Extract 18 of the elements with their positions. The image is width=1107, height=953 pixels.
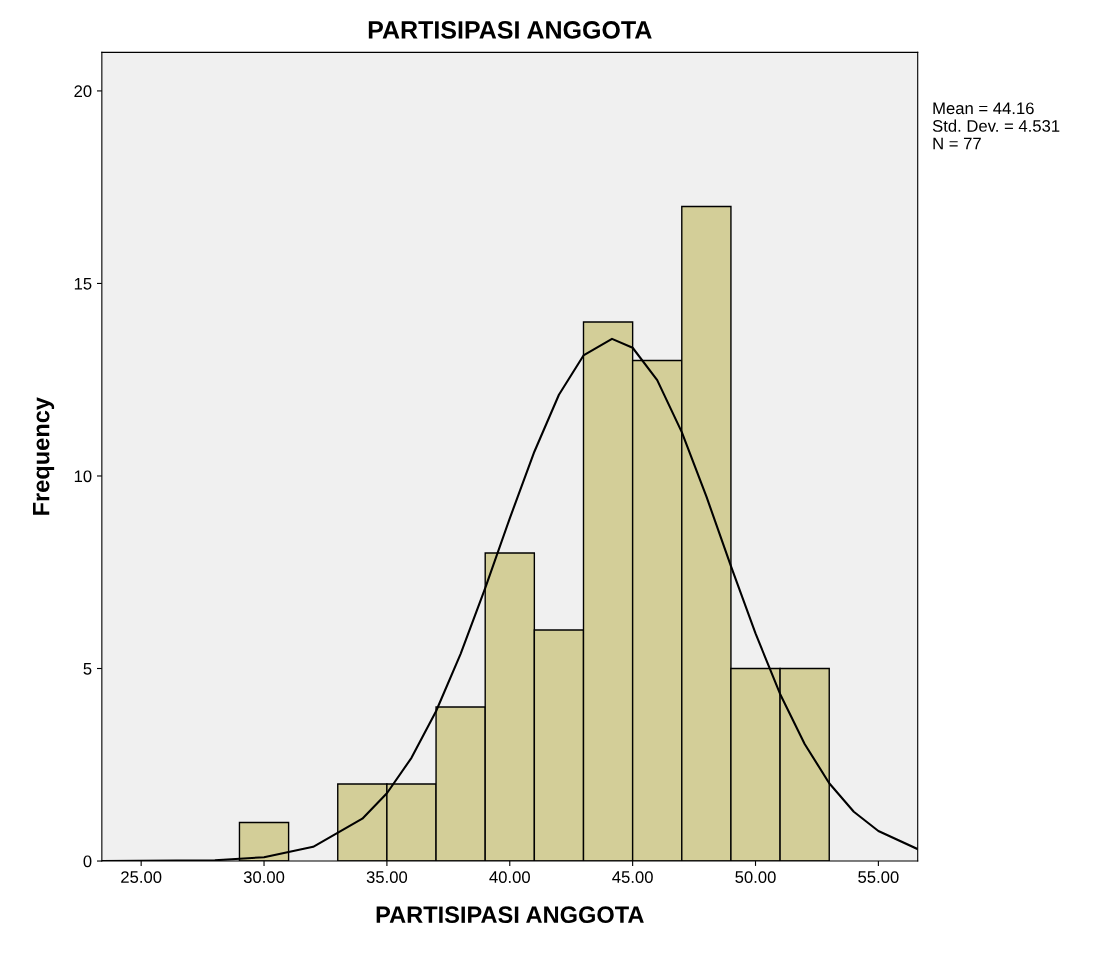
text: N = 77 xyxy=(933,137,981,150)
x-tick-label: 30.00 xyxy=(243,871,285,883)
chart-title: PARTISIPASI ANGGOTA xyxy=(368,21,652,39)
text: Std. Dev. = 4.531 xyxy=(932,119,1060,132)
text: Mean = 44.16 xyxy=(933,102,1034,115)
x-tick-label: 25.00 xyxy=(121,871,162,883)
y-tick-label: 20 xyxy=(74,85,92,98)
x-tick-label: 40.00 xyxy=(489,871,530,883)
y-tick-label: 15 xyxy=(74,278,92,290)
x-axis-title: PARTISIPASI ANGGOTA xyxy=(376,906,644,924)
x-tick-label: 35.00 xyxy=(366,871,408,883)
y-tick-label: 5 xyxy=(83,663,92,675)
y-tick-label: 10 xyxy=(74,470,92,483)
y-axis-title: Frequency xyxy=(33,397,55,515)
x-tick-label: 55.00 xyxy=(858,871,899,883)
y-tick-label: 0 xyxy=(83,855,92,868)
x-tick-label: 50.00 xyxy=(735,871,776,883)
x-tick-label: 45.00 xyxy=(612,871,653,883)
